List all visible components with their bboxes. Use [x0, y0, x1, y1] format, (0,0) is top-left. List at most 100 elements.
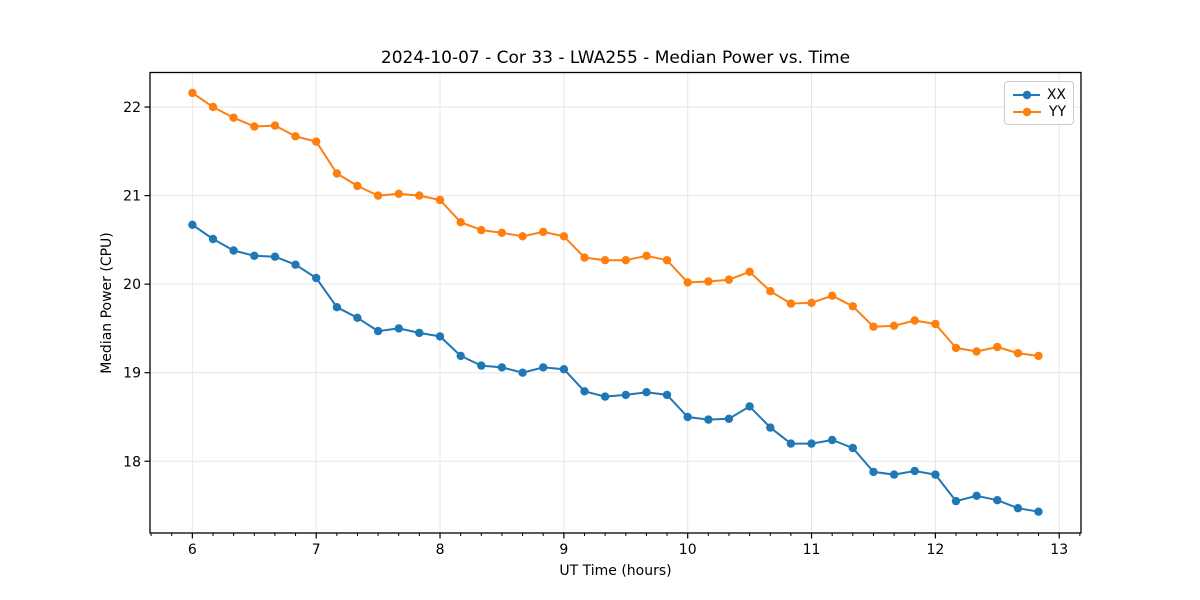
- plot-spines: [149, 71, 1082, 534]
- series-xx-point: [456, 351, 465, 361]
- series-yy-point: [869, 322, 878, 331]
- series-xx-point: [373, 326, 383, 336]
- series-xx-point: [332, 303, 342, 312]
- series-xx-point: [415, 328, 424, 338]
- series-yy-point: [188, 88, 197, 98]
- series-yy-point: [704, 277, 713, 286]
- y-tick-label: 21: [123, 189, 141, 205]
- series-yy-point: [353, 181, 362, 191]
- series-xx-point: [683, 412, 692, 422]
- series-yy-point: [786, 299, 796, 308]
- series-yy-point: [291, 132, 300, 141]
- series-yy-point: [518, 232, 527, 241]
- series-yy-point: [972, 347, 981, 356]
- legend-item-xx: XX: [1012, 86, 1066, 103]
- series-xx-point: [270, 252, 280, 261]
- series-xx-point: [766, 423, 775, 432]
- series-yy-point: [456, 218, 465, 227]
- y-tick-label: 22: [123, 100, 141, 116]
- x-tick-label: 6: [188, 542, 197, 558]
- series-yy-point: [724, 275, 734, 284]
- series-yy-point: [642, 251, 651, 260]
- series-xx-point: [889, 470, 899, 479]
- legend-item-yy: YY: [1012, 103, 1066, 120]
- series-yy-point: [662, 256, 672, 265]
- series-xx-point: [621, 390, 630, 400]
- series-xx-point: [931, 470, 940, 479]
- series-xx-point: [291, 260, 300, 269]
- series-xx-point: [807, 439, 816, 448]
- series-xx-point: [869, 467, 878, 477]
- series-xx-point: [1034, 507, 1043, 516]
- series-yy-point: [993, 342, 1002, 352]
- series-yy-point: [848, 302, 857, 311]
- series-xx-point: [704, 415, 713, 424]
- series-yy-point: [1013, 349, 1023, 358]
- x-tick-label: 7: [312, 542, 321, 558]
- series-xx-point: [208, 234, 218, 244]
- series-yy-point: [270, 121, 280, 130]
- series-xx-point: [1013, 504, 1023, 513]
- y-axis-label: Median Power (CPU): [99, 232, 115, 374]
- series-xx-point: [188, 220, 197, 229]
- legend: XX YY: [1004, 81, 1074, 125]
- series-yy-point: [250, 122, 259, 131]
- series-yy-point: [477, 225, 486, 235]
- series-xx-point: [662, 390, 672, 400]
- series-yy-point: [745, 267, 754, 276]
- series-xx-point: [497, 363, 507, 372]
- series-xx-point: [539, 363, 548, 372]
- series-yy-point: [208, 102, 218, 112]
- x-tick-label: 12: [926, 542, 944, 558]
- series-yy-point: [539, 227, 548, 237]
- series-yy-point: [415, 191, 424, 200]
- series-yy-point: [600, 256, 610, 265]
- legend-sample-yy-icon: [1013, 107, 1041, 116]
- series-xx-point: [972, 491, 981, 500]
- series-xx-point: [250, 251, 259, 260]
- series-xx-point: [828, 435, 837, 445]
- series-yy-point: [931, 319, 940, 329]
- series-xx-point: [353, 313, 362, 322]
- series-yy-point: [807, 298, 816, 307]
- series-xx-point: [229, 246, 238, 255]
- y-tick-label: 18: [123, 454, 141, 470]
- series-yy-point: [229, 113, 238, 122]
- series-xx-point: [993, 496, 1002, 505]
- series-xx-point: [848, 443, 857, 453]
- y-tick-label: 19: [123, 366, 141, 382]
- series-yy-point: [889, 321, 899, 330]
- series-xx-point: [600, 392, 610, 401]
- series-xx-point: [951, 496, 961, 506]
- series-yy-point: [435, 195, 445, 205]
- chart-title: 2024-10-07 - Cor 33 - LWA255 - Median Po…: [380, 48, 851, 68]
- series-yy-point: [373, 191, 383, 200]
- series-xx-point: [312, 273, 321, 283]
- series-yy-point: [766, 287, 775, 296]
- series-yy-point: [312, 137, 321, 146]
- series-yy-point: [394, 189, 403, 198]
- series-xx-point: [580, 387, 589, 396]
- series-yy-point: [580, 253, 589, 262]
- x-tick-label: 10: [679, 542, 697, 558]
- x-tick-label: 13: [1050, 542, 1068, 558]
- series-yy-point: [621, 256, 630, 265]
- series-yy-line: [191, 92, 1039, 357]
- series-yy-point: [497, 228, 507, 237]
- series-xx-point: [745, 402, 754, 411]
- series-yy-point: [332, 169, 342, 178]
- series-xx-point: [394, 324, 403, 333]
- series-xx-point: [559, 365, 569, 374]
- series-xx-point: [642, 388, 651, 397]
- series-yy-point: [910, 316, 919, 325]
- series-xx-point: [435, 332, 445, 341]
- series-xx-point: [518, 368, 527, 377]
- series-yy-point: [951, 343, 961, 353]
- legend-label-yy: YY: [1048, 103, 1066, 120]
- legend-sample-xx-icon: [1013, 90, 1040, 99]
- series-xx-point: [724, 414, 734, 423]
- x-tick-label: 9: [559, 542, 568, 558]
- x-axis-label: UT Time (hours): [559, 563, 672, 579]
